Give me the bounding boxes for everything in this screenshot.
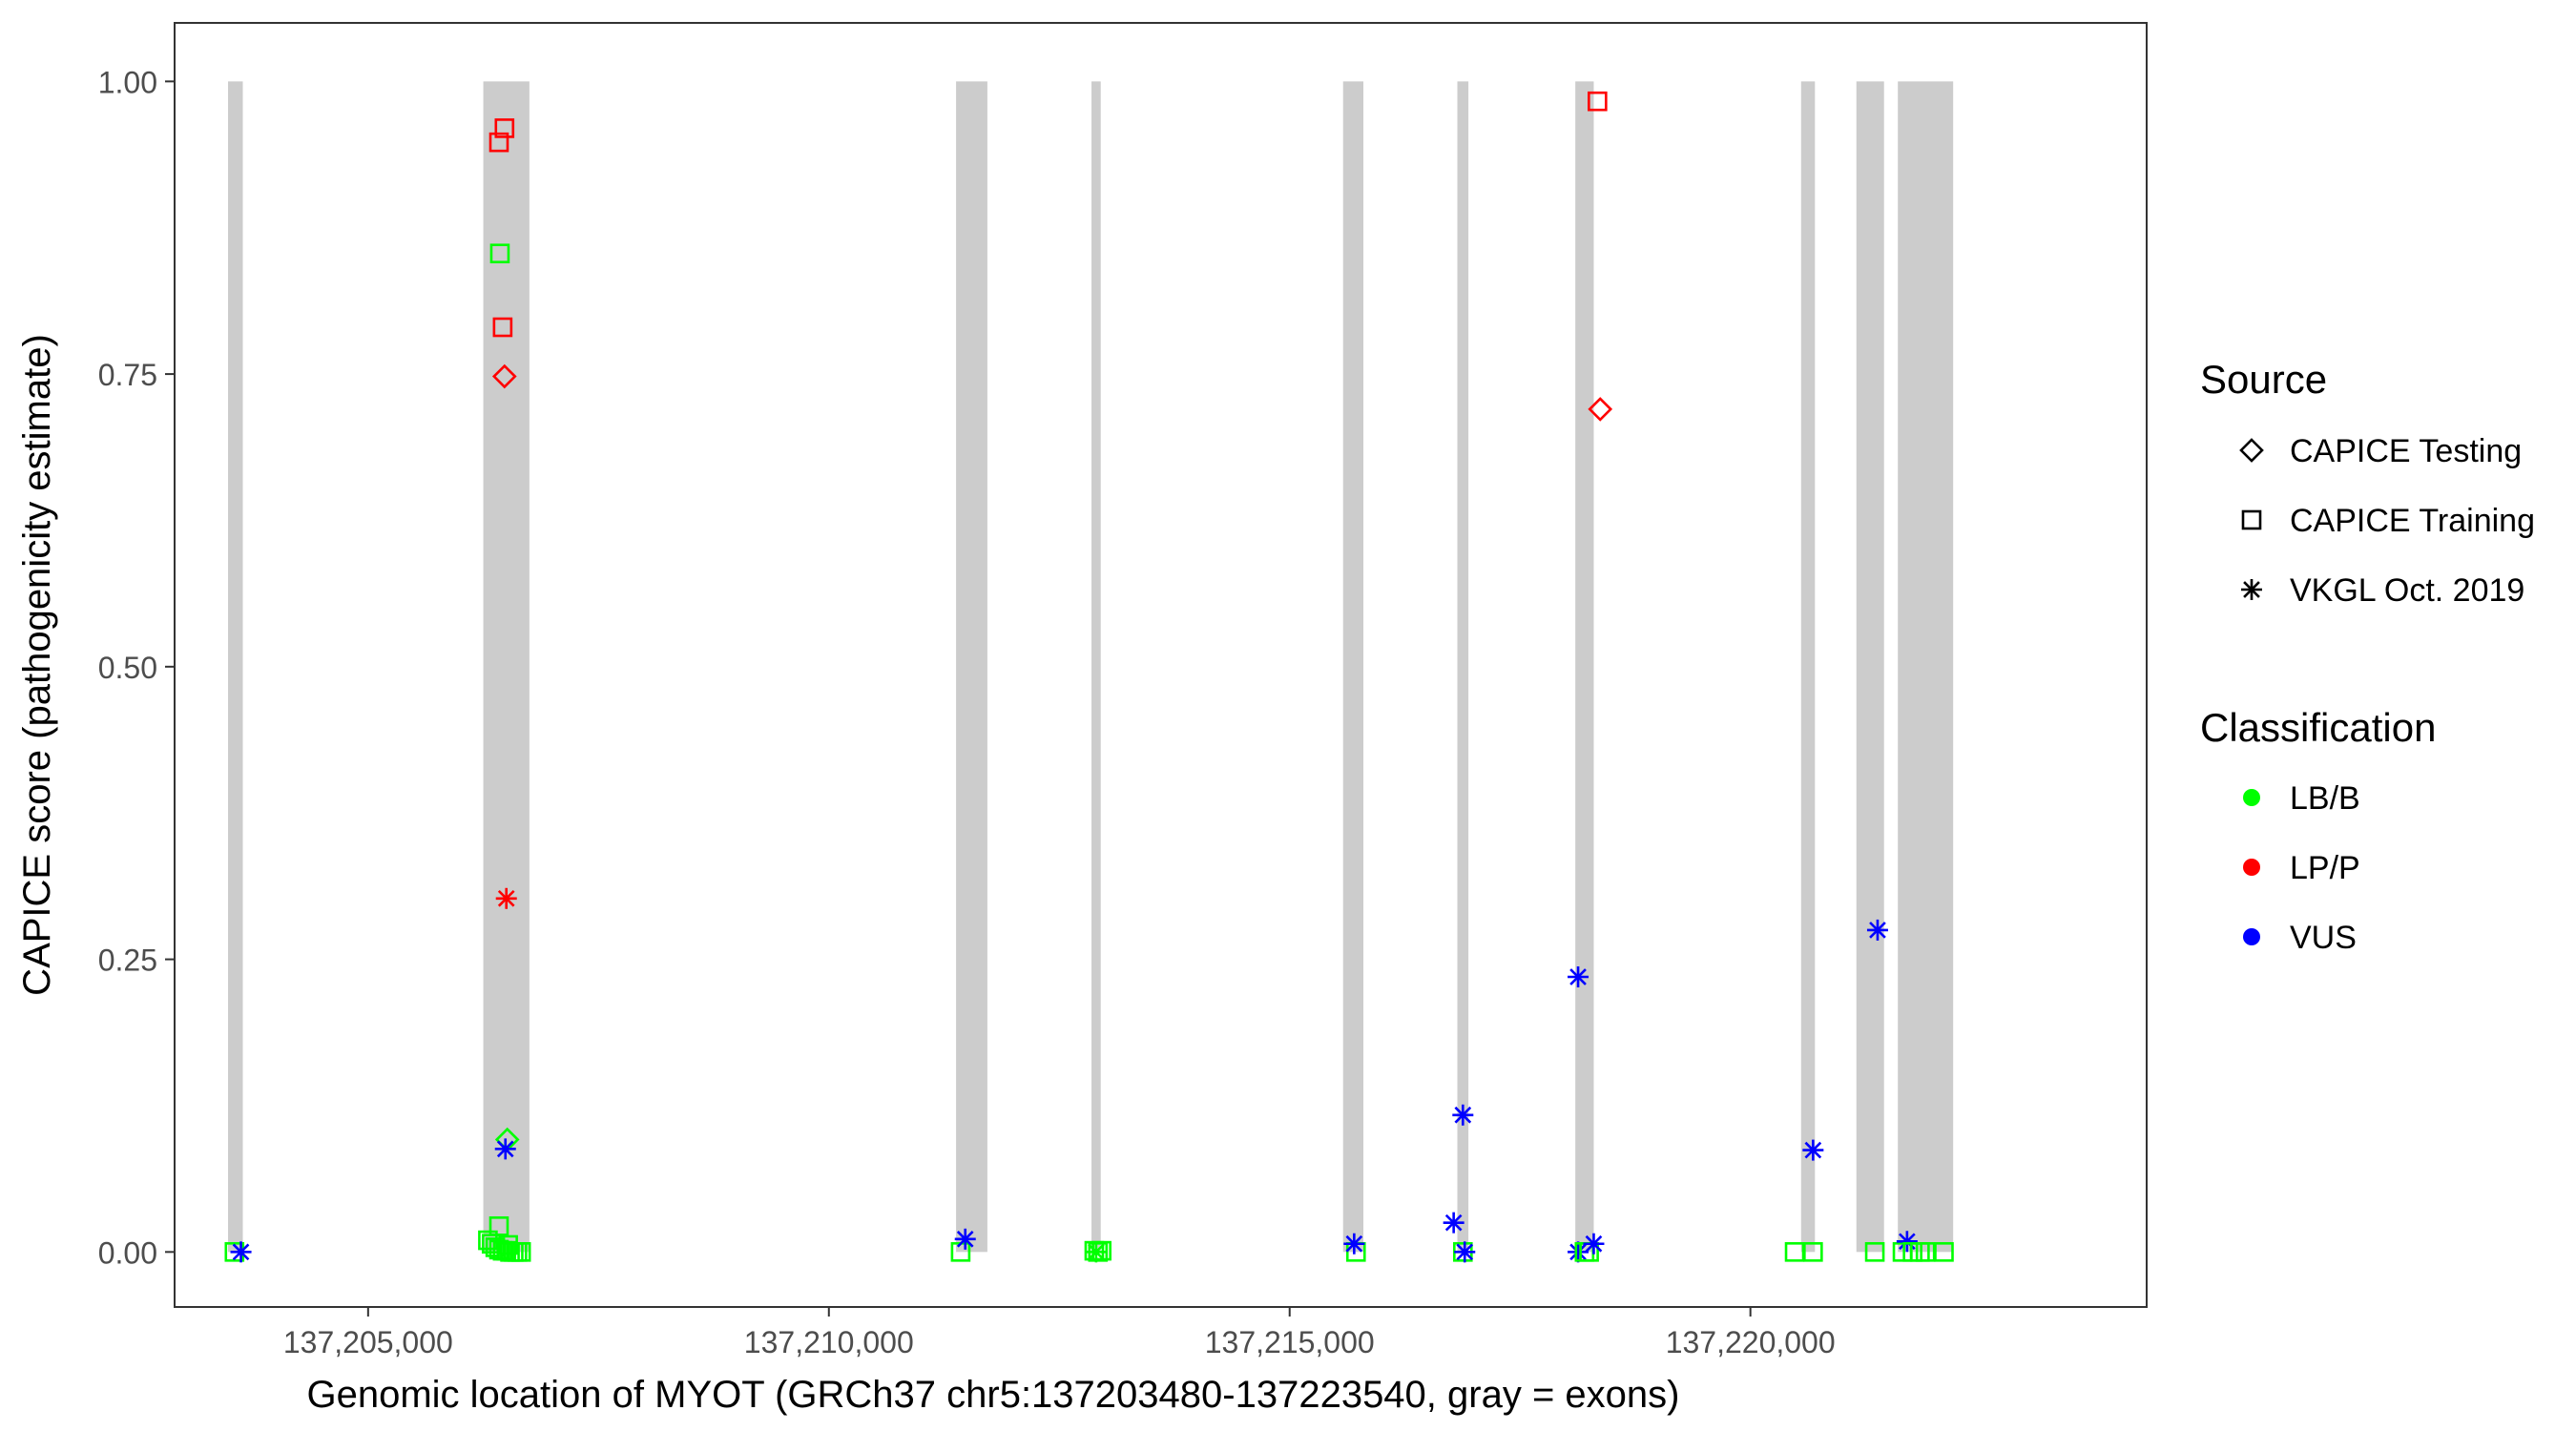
points-layer — [224, 91, 1954, 1263]
y-axis: 0.00 0.25 0.50 0.75 1.00 — [98, 65, 175, 1270]
legend-source-label-2: CAPICE Training — [2290, 503, 2535, 539]
data-point-30 — [1343, 1233, 1365, 1255]
data-point-32 — [1452, 1104, 1474, 1126]
exon-band-3 — [956, 81, 987, 1253]
exon-band-10 — [1898, 81, 1954, 1253]
exon-band-8 — [1800, 81, 1816, 1253]
exon-band-9 — [1856, 81, 1884, 1253]
data-point-40 — [1588, 91, 1608, 112]
y-axis-label: CAPICE score (pathogenicity estimate) — [16, 334, 58, 996]
data-point-4 — [494, 118, 515, 138]
exon-band-1 — [228, 81, 243, 1253]
legend-classification-key-2 — [2243, 859, 2260, 876]
data-point-6 — [491, 363, 517, 389]
legend-source-key-3 — [2241, 579, 2262, 600]
exon-band-5 — [1342, 81, 1363, 1253]
x-tick-label-2: 137,210,000 — [744, 1325, 914, 1359]
legend-source: Source CAPICE Testing CAPICE Training VKGL… — [2200, 357, 2535, 609]
legend-source-label-1: CAPICE Testing — [2290, 433, 2522, 469]
y-tick-label-5: 1.00 — [98, 65, 157, 99]
data-point-42 — [1784, 1242, 1805, 1262]
data-point-10 — [494, 1138, 516, 1160]
exon-layer — [228, 81, 1954, 1253]
x-tick-label-3: 137,215,000 — [1205, 1325, 1375, 1359]
legend-source-label-3: VKGL Oct. 2019 — [2290, 572, 2524, 609]
x-tick-label-4: 137,220,000 — [1666, 1325, 1836, 1359]
x-axis-label: Genomic location of MYOT (GRCh37 chr5:13… — [307, 1374, 1680, 1416]
data-point-31 — [1443, 1212, 1465, 1234]
data-point-48 — [1896, 1231, 1918, 1253]
exon-band-4 — [1091, 81, 1101, 1253]
data-point-5 — [492, 317, 513, 338]
y-tick-label-1: 0.00 — [98, 1235, 157, 1270]
data-point-36 — [1568, 1241, 1589, 1263]
data-point-44 — [1802, 1139, 1824, 1161]
x-axis: 137,205,000 137,210,000 137,215,000 137,220… — [283, 1307, 1836, 1359]
legend-classification-label-3: VUS — [2290, 920, 2357, 956]
legend-source-title: Source — [2200, 357, 2327, 402]
data-point-8 — [489, 243, 510, 264]
data-point-28 — [1085, 1241, 1107, 1263]
y-tick-label-2: 0.25 — [98, 944, 157, 978]
legend-classification-key-3 — [2243, 928, 2260, 945]
legend-classification-label-2: LP/P — [2290, 850, 2360, 886]
data-point-2 — [230, 1241, 252, 1263]
legend-classification-label-1: LB/B — [2290, 780, 2360, 817]
data-point-21 — [510, 1242, 531, 1262]
data-point-7 — [495, 887, 517, 909]
legend-classification: Classification LB/B LP/P VUS — [2200, 705, 2436, 956]
legend-source-key-2 — [2241, 509, 2262, 530]
data-point-46 — [1864, 1242, 1885, 1262]
y-tick-label-3: 0.50 — [98, 651, 157, 685]
data-point-22 — [498, 1234, 518, 1255]
data-point-24 — [954, 1228, 976, 1250]
data-point-52 — [1934, 1242, 1954, 1262]
exon-band-6 — [1457, 81, 1469, 1253]
data-point-45 — [1866, 919, 1888, 941]
plot-panel-border — [174, 22, 2148, 1308]
y-tick-label-4: 0.75 — [98, 358, 157, 392]
data-point-51 — [1915, 1242, 1936, 1262]
x-tick-label-1: 137,205,000 — [283, 1325, 453, 1359]
exon-band-7 — [1575, 81, 1594, 1253]
data-point-34 — [1454, 1241, 1476, 1263]
data-point-43 — [1803, 1242, 1823, 1262]
data-point-3 — [488, 132, 509, 153]
legend-classification-key-1 — [2243, 789, 2260, 806]
exon-band-2 — [483, 81, 530, 1253]
data-point-35 — [1568, 965, 1589, 987]
legend-source-key-1 — [2239, 438, 2264, 463]
data-point-41 — [1588, 397, 1613, 422]
legend-classification-title: Classification — [2200, 705, 2436, 750]
data-point-39 — [1583, 1233, 1605, 1255]
